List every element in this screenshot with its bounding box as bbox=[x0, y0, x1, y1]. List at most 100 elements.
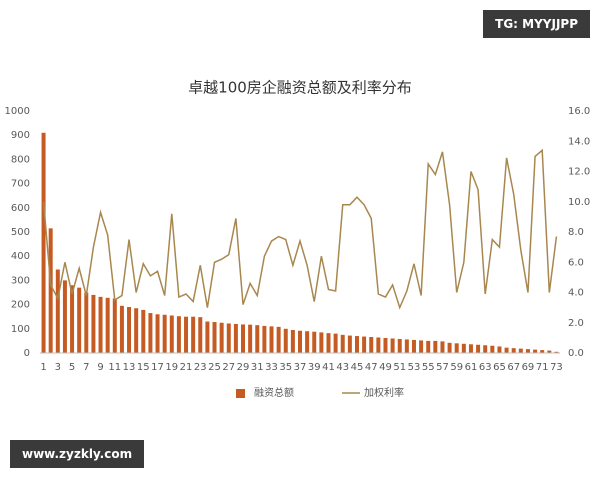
bar bbox=[454, 343, 459, 353]
legend-swatch bbox=[236, 389, 245, 398]
y2-tick-label: 6.0 bbox=[568, 257, 584, 268]
watermark: TG: MYYJJPP bbox=[483, 10, 590, 38]
bar bbox=[205, 321, 210, 353]
bar bbox=[162, 314, 167, 353]
y-tick-label: 900 bbox=[11, 130, 30, 141]
x-tick-label: 1 bbox=[40, 362, 46, 373]
bar bbox=[433, 340, 438, 353]
y2-tick-label: 16.0 bbox=[568, 106, 590, 117]
bar bbox=[504, 347, 509, 353]
x-tick-label: 39 bbox=[308, 362, 321, 373]
bar bbox=[198, 317, 203, 353]
bar bbox=[41, 132, 46, 353]
x-tick-label: 9 bbox=[97, 362, 103, 373]
bar bbox=[347, 335, 352, 353]
bar bbox=[397, 338, 402, 353]
y2-tick-label: 0.0 bbox=[568, 348, 584, 359]
y2-tick-label: 8.0 bbox=[568, 227, 584, 238]
bar bbox=[497, 346, 502, 353]
bar bbox=[383, 337, 388, 353]
y-tick-label: 500 bbox=[11, 227, 30, 238]
x-tick-label: 53 bbox=[408, 362, 421, 373]
x-tick-label: 5 bbox=[69, 362, 75, 373]
x-tick-label: 31 bbox=[251, 362, 264, 373]
x-tick-label: 49 bbox=[379, 362, 392, 373]
bar bbox=[468, 344, 473, 353]
bar bbox=[426, 340, 431, 353]
y-tick-label: 800 bbox=[11, 154, 30, 165]
x-tick-label: 17 bbox=[151, 362, 164, 373]
bar bbox=[134, 308, 139, 353]
x-tick-label: 13 bbox=[123, 362, 136, 373]
bar bbox=[554, 351, 559, 353]
bar bbox=[169, 315, 174, 353]
bar bbox=[98, 296, 103, 353]
x-tick-label: 15 bbox=[137, 362, 150, 373]
bar bbox=[241, 324, 246, 353]
bar bbox=[376, 337, 381, 353]
bar bbox=[62, 280, 67, 353]
bar bbox=[540, 350, 545, 353]
x-tick-label: 67 bbox=[507, 362, 520, 373]
x-tick-label: 71 bbox=[536, 362, 549, 373]
bar bbox=[354, 336, 359, 353]
bar bbox=[155, 314, 160, 353]
chart-title: 卓越100房企融资总额及利率分布 bbox=[188, 79, 412, 97]
bar bbox=[141, 309, 146, 353]
x-tick-label: 25 bbox=[208, 362, 221, 373]
x-tick-label: 23 bbox=[194, 362, 207, 373]
x-tick-label: 57 bbox=[436, 362, 449, 373]
bar bbox=[511, 348, 516, 353]
bar bbox=[84, 292, 89, 353]
bar bbox=[298, 330, 302, 353]
x-tick-label: 47 bbox=[365, 362, 378, 373]
x-tick-label: 55 bbox=[422, 362, 435, 373]
x-tick-label: 45 bbox=[351, 362, 364, 373]
bar bbox=[212, 322, 217, 353]
bar bbox=[276, 326, 281, 353]
bar bbox=[112, 298, 117, 353]
legend-label: 融资总额 bbox=[254, 386, 294, 399]
bar bbox=[411, 339, 416, 353]
y-tick-label: 100 bbox=[11, 324, 30, 335]
bar bbox=[70, 285, 75, 353]
x-tick-label: 37 bbox=[294, 362, 307, 373]
bar bbox=[219, 322, 224, 353]
x-tick-label: 35 bbox=[279, 362, 292, 373]
bar bbox=[148, 313, 153, 353]
x-tick-label: 11 bbox=[108, 362, 121, 373]
x-tick-label: 61 bbox=[465, 362, 478, 373]
bar bbox=[476, 344, 481, 353]
x-tick-label: 59 bbox=[450, 362, 463, 373]
y2-tick-label: 2.0 bbox=[568, 318, 584, 329]
bar bbox=[226, 323, 231, 353]
bar bbox=[312, 331, 317, 353]
watermark: www.zyzkly.com bbox=[10, 440, 145, 468]
x-tick-label: 3 bbox=[55, 362, 61, 373]
y-tick-label: 600 bbox=[11, 203, 30, 214]
bar bbox=[269, 326, 274, 353]
bar bbox=[390, 338, 395, 353]
bar bbox=[255, 325, 260, 353]
y2-tick-label: 14.0 bbox=[568, 136, 590, 147]
bar bbox=[490, 345, 495, 353]
x-tick-label: 63 bbox=[479, 362, 492, 373]
y2-tick-label: 12.0 bbox=[568, 167, 590, 178]
bar bbox=[262, 325, 267, 353]
x-tick-label: 51 bbox=[393, 362, 406, 373]
y-tick-label: 1000 bbox=[5, 106, 30, 117]
bar bbox=[55, 269, 60, 353]
bar bbox=[184, 316, 189, 353]
x-tick-label: 21 bbox=[180, 362, 193, 373]
bar bbox=[483, 345, 488, 353]
bar bbox=[326, 333, 331, 353]
bar bbox=[333, 333, 338, 353]
bar bbox=[525, 349, 530, 353]
bar bbox=[233, 323, 238, 353]
y-tick-label: 700 bbox=[11, 179, 30, 190]
x-tick-label: 19 bbox=[165, 362, 178, 373]
bar bbox=[48, 228, 53, 353]
bar bbox=[404, 339, 409, 353]
bar bbox=[248, 324, 253, 353]
